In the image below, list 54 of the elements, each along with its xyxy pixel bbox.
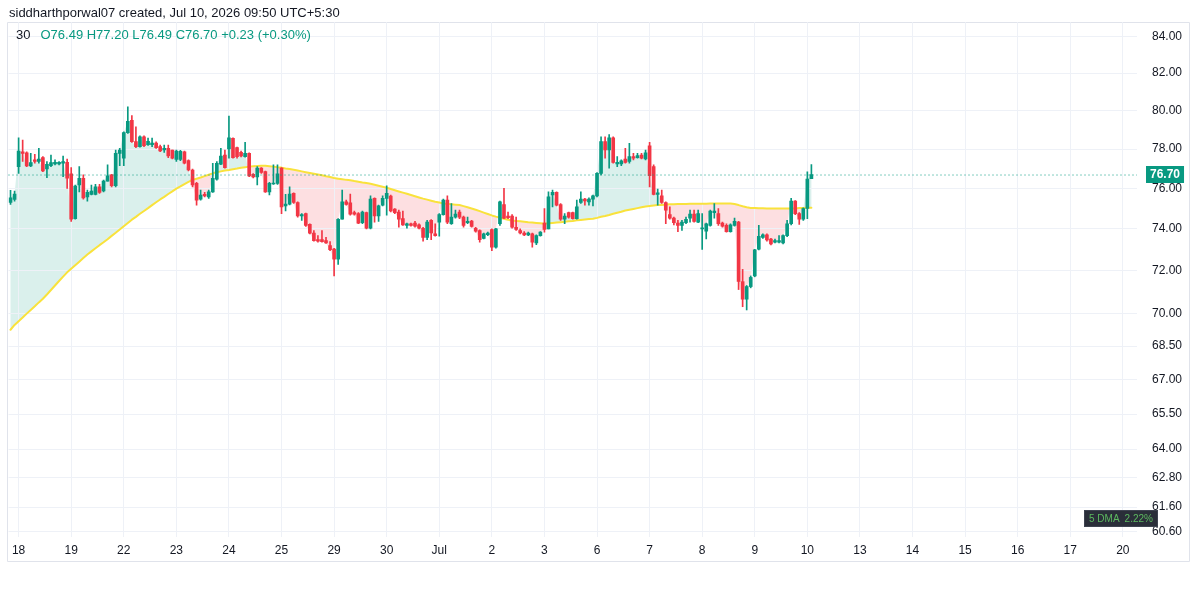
y-tick-label: 84.00 [1152, 28, 1183, 43]
x-tick-label: 9 [751, 542, 759, 557]
x-tick-label: 30 [380, 542, 394, 557]
x-tick-label: 7 [646, 542, 654, 557]
y-tick-label: 60.60 [1152, 524, 1183, 539]
x-tick-label: 8 [698, 542, 706, 557]
x-tick-label: 23 [169, 542, 184, 557]
y-tick-label: 72.00 [1152, 262, 1183, 277]
candlestick [320, 230, 324, 243]
y-tick-label: 74.00 [1152, 221, 1183, 236]
y-tick-label: 80.00 [1152, 102, 1183, 117]
y-tick-label: 82.00 [1152, 65, 1183, 80]
y-tick-label: 78.00 [1152, 141, 1183, 156]
x-tick-label: 14 [905, 542, 920, 557]
x-tick-label: 20 [1116, 542, 1130, 557]
x-tick-label: Jul [431, 542, 447, 557]
x-tick-label: 13 [853, 542, 867, 557]
y-tick-label: 62.80 [1152, 470, 1183, 485]
y-tick-label: 65.50 [1152, 406, 1183, 421]
x-tick-label: 18 [11, 542, 26, 557]
y-tick-label: 68.50 [1152, 338, 1183, 353]
candlestick [299, 213, 304, 221]
chart-subtitle: O76.49 H77.20 L76.49 C76.70 +0.23 (+0.30%) [40, 27, 311, 42]
y-tick-label: 70.00 [1152, 305, 1183, 320]
candlestick [32, 153, 37, 164]
y-tick-label: 76.00 [1152, 180, 1183, 195]
chart-title: 30 [16, 27, 31, 42]
x-tick-label: 15 [958, 542, 973, 557]
x-tick-label: 16 [1011, 542, 1025, 557]
candlestick [384, 185, 389, 216]
x-tick-label: 24 [222, 542, 236, 557]
y-tick-label: 61.60 [1152, 499, 1183, 514]
text: siddharthporwal07 created, Jul 10, 2026 09:50 UTC+5:30 [9, 5, 340, 20]
x-tick-label: 25 [274, 542, 289, 557]
candlestick [514, 216, 518, 231]
candlestick [676, 219, 680, 232]
x-tick-label: 6 [593, 542, 601, 557]
x-tick-label: 17 [1063, 542, 1078, 557]
candlestick [655, 188, 660, 206]
candlestick [243, 142, 247, 158]
y-tick-label: 67.00 [1152, 371, 1183, 386]
x-tick-label: 29 [327, 542, 342, 557]
x-tick-label: 19 [64, 542, 79, 557]
x-tick-label: 2 [488, 542, 496, 557]
x-tick-label: 22 [117, 542, 131, 557]
x-tick-label: 3 [541, 542, 549, 557]
candlestick [37, 148, 41, 164]
y-tick-label: 64.00 [1152, 441, 1183, 456]
candlestick [615, 156, 620, 167]
candlestick [162, 144, 167, 153]
x-tick-label: 10 [800, 542, 815, 557]
candlestick [433, 223, 438, 237]
ref-line-label: 76.70 [1150, 167, 1181, 182]
annotation: 5 DMA 2.22% [1089, 513, 1153, 524]
